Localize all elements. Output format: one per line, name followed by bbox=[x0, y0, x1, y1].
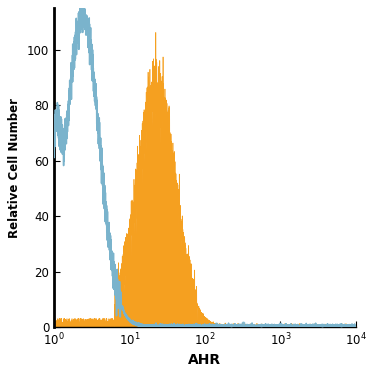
X-axis label: AHR: AHR bbox=[188, 352, 221, 367]
Y-axis label: Relative Cell Number: Relative Cell Number bbox=[8, 98, 21, 238]
